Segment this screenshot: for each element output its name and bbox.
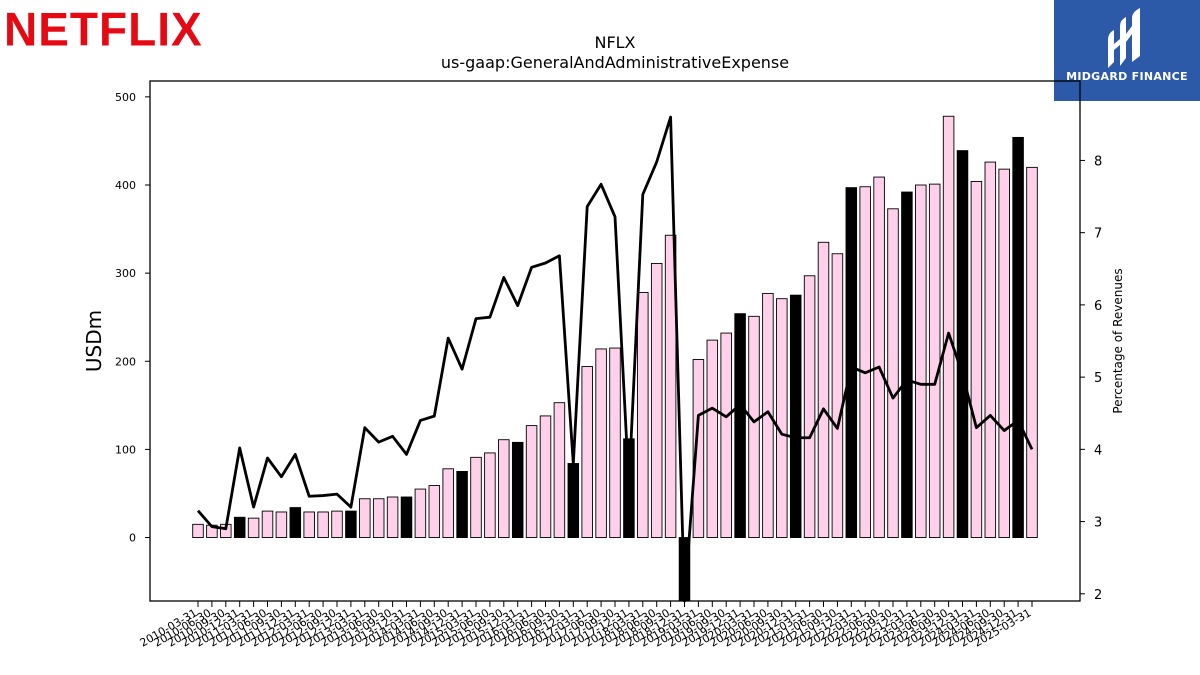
bar-2013-12-31: [400, 496, 413, 538]
bar-2015-12-31: [511, 441, 524, 538]
midgard-finance-badge: MIDGARD FINANCE: [1054, 0, 1200, 101]
bar-2024-03-31: [970, 181, 983, 538]
bar-2023-06-30: [928, 183, 941, 538]
y-axis-right: 2 3 4 5 6 7 8: [1080, 154, 1102, 603]
bar-2020-09-30: [776, 298, 788, 538]
bar-2019-03-31: [692, 359, 705, 538]
y-tick-label: 200: [115, 355, 136, 368]
bar-2023-12-31: [956, 150, 969, 539]
bar-2015-09-30: [498, 439, 510, 538]
y2-tick-label: 6: [1094, 299, 1102, 314]
bar-2024-09-30: [998, 168, 1010, 539]
bar-2010-12-31: [233, 516, 246, 538]
bar-2017-06-30: [595, 348, 607, 538]
bar-2011-09-30: [275, 511, 288, 538]
bar-2024-12-31: [1012, 136, 1024, 539]
bar-2022-03-31: [859, 186, 871, 538]
y-axis-left: 0 100 200 300 400 500: [115, 91, 150, 545]
y-tick-label: 100: [115, 443, 136, 456]
bar-2011-12-31: [289, 507, 302, 538]
bar-2020-12-31: [789, 294, 802, 538]
netflix-logo: NETFLIX: [4, 2, 203, 56]
bar-2022-12-31: [901, 191, 913, 538]
y2-axis-label: Percentage of Revenues: [1111, 268, 1125, 413]
y2-tick-label: 5: [1094, 371, 1102, 386]
bar-2012-06-30: [317, 511, 329, 538]
bar-2013-03-31: [359, 498, 371, 538]
bar-2024-06-30: [984, 161, 997, 538]
bar-2014-03-31: [414, 488, 427, 538]
bar-2017-12-31: [623, 438, 635, 538]
bar-2012-09-30: [331, 510, 343, 538]
bar-2016-03-31: [525, 425, 538, 538]
bar-2022-09-30: [887, 208, 899, 539]
y2-tick-label: 8: [1094, 154, 1102, 169]
y2-tick-label: 2: [1094, 588, 1102, 603]
bar-2017-03-31: [581, 366, 593, 538]
bar-2011-03-31: [247, 517, 260, 538]
bar-2021-09-30: [831, 253, 844, 538]
bar-2017-09-30: [609, 347, 621, 538]
bar-2018-03-31: [637, 292, 649, 539]
bar-2016-06-30: [539, 415, 552, 539]
bar-2013-09-30: [386, 496, 399, 538]
bar-2025-03-31: [1026, 166, 1038, 538]
chart-title: NFLX: [594, 33, 635, 52]
x-axis: 2010-03-312010-06-302010-09-302010-12-31…: [138, 601, 1034, 650]
bar-2011-06-30: [261, 510, 274, 538]
bar-2014-09-30: [442, 468, 454, 538]
y2-tick-label: 3: [1094, 516, 1102, 531]
bar-2015-06-30: [484, 452, 496, 538]
bar-2018-09-30: [664, 234, 677, 539]
bar-2019-06-30: [706, 339, 719, 538]
bar-2019-12-31: [734, 313, 746, 538]
brand-name: MIDGARD FINANCE: [1066, 70, 1188, 83]
y-tick-label: 400: [115, 179, 136, 192]
y-axis-label: USDm: [82, 310, 106, 372]
midgard-logo-icon: [1108, 8, 1140, 68]
bar-2018-06-30: [650, 262, 663, 538]
bar-2014-12-31: [456, 470, 468, 538]
bar-2010-03-31: [192, 523, 204, 538]
bar-2012-12-31: [345, 510, 357, 538]
bar-2020-03-31: [748, 315, 760, 538]
bar-2021-03-31: [803, 275, 816, 538]
bar-2016-09-30: [553, 402, 566, 538]
bar-2013-06-30: [372, 498, 385, 538]
y2-tick-label: 7: [1094, 227, 1102, 242]
bar-2021-06-30: [817, 241, 830, 538]
bar-2023-03-31: [915, 184, 927, 538]
y-tick-label: 500: [115, 91, 136, 104]
bar-2014-06-30: [428, 485, 441, 538]
percentage-line: [196, 115, 1034, 603]
bar-2023-09-30: [942, 115, 955, 538]
bar-2019-09-30: [720, 332, 732, 538]
y-tick-label: 300: [115, 267, 136, 280]
bars-group: [192, 115, 1038, 602]
bar-2021-12-31: [845, 187, 858, 538]
bar-2016-12-31: [567, 463, 580, 538]
y2-tick-label: 4: [1094, 443, 1102, 458]
bar-2015-03-31: [470, 456, 482, 538]
y-tick-label: 0: [129, 532, 136, 545]
bar-2012-03-31: [303, 511, 315, 538]
chart-subtitle: us-gaap:GeneralAndAdministrativeExpense: [441, 53, 789, 72]
bar-2022-06-30: [873, 176, 885, 538]
